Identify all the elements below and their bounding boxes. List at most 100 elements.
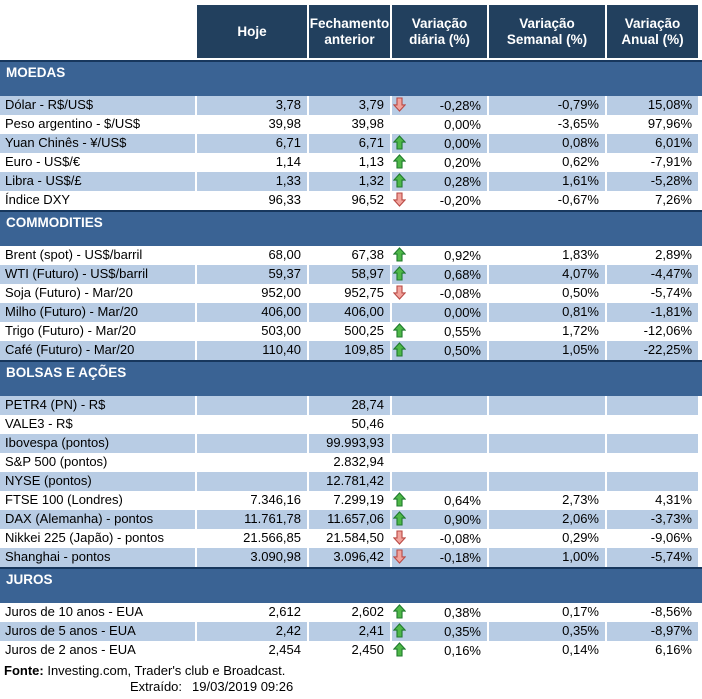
var-semanal-value: 0,17% <box>487 603 605 622</box>
table-row: Juros de 2 anos - EUA 2,454 2,450 0,16% 0,14… <box>0 641 698 660</box>
row-label: Peso argentino - $/US$ <box>5 116 141 131</box>
section-band: COMMODITIES <box>0 210 702 246</box>
var-semanal-value: 1,00% <box>487 548 605 567</box>
fechamento-value: 28,74 <box>307 396 390 415</box>
var-anual-value: -5,28% <box>605 172 698 191</box>
section-band: BOLSAS E AÇÕES <box>0 360 702 396</box>
var-diaria-value: 0,55% <box>444 323 481 339</box>
up-arrow-icon <box>393 604 406 619</box>
table-row: Libra - US$/£ 1,33 1,32 0,28% 1,61% -5,28% <box>0 172 698 191</box>
var-semanal-value <box>487 472 605 491</box>
var-diaria-cell: 0,35% <box>390 622 487 641</box>
table-row: VALE3 - R$ 50,46 <box>0 415 698 434</box>
var-diaria-cell: 0,00% <box>390 303 487 322</box>
var-anual-value: -8,97% <box>605 622 698 641</box>
table-row: Nikkei 225 (Japão) - pontos 21.566,85 21.5… <box>0 529 698 548</box>
row-label: Juros de 2 anos - EUA <box>5 642 136 657</box>
up-arrow-icon <box>393 135 406 150</box>
var-diaria-value: 0,16% <box>444 642 481 658</box>
row-label: FTSE 100 (Londres) <box>5 492 123 507</box>
row-label: Ibovespa (pontos) <box>0 434 195 453</box>
var-anual-value: 7,26% <box>605 191 698 210</box>
table-row: S&P 500 (pontos) 2.832,94 <box>0 453 698 472</box>
var-diaria-cell: 0,00% <box>390 115 487 134</box>
hoje-value: 7.346,16 <box>195 491 307 510</box>
var-anual-value: 6,01% <box>605 134 698 153</box>
var-diaria-value: 0,00% <box>444 304 481 320</box>
var-anual-value: 97,96% <box>605 115 698 134</box>
fechamento-value: 1,13 <box>307 153 390 172</box>
var-semanal-value: 0,29% <box>487 529 605 548</box>
var-semanal-value <box>487 396 605 415</box>
extracted-label: Extraído: <box>130 679 183 694</box>
hoje-value: 39,98 <box>195 115 307 134</box>
row-label: Índice DXY <box>5 192 71 207</box>
section-title: JUROS <box>6 572 53 587</box>
row-label: Yuan Chinês - ¥/US$ <box>0 134 195 153</box>
down-arrow-icon <box>393 549 406 564</box>
header-cell-fechamento-anterior: Fechamento anterior <box>307 5 390 58</box>
hoje-value: 2,612 <box>195 603 307 622</box>
var-semanal-value: 0,14% <box>487 641 605 660</box>
var-diaria-cell <box>390 396 487 415</box>
var-semanal-value: -0,67% <box>487 191 605 210</box>
var-diaria-cell: 0,50% <box>390 341 487 360</box>
fechamento-value: 2,450 <box>307 641 390 660</box>
var-semanal-value: 0,50% <box>487 284 605 303</box>
var-diaria-cell <box>390 434 487 453</box>
var-diaria-value: 0,64% <box>444 492 481 508</box>
table-row: Dólar - R$/US$ 3,78 3,79 -0,28% -0,79% 15,08% <box>0 96 698 115</box>
table-row: Soja (Futuro) - Mar/20 952,00 952,75 -0,08%… <box>0 284 698 303</box>
row-label: Café (Futuro) - Mar/20 <box>0 341 195 360</box>
var-semanal-value: 0,81% <box>487 303 605 322</box>
table-row: Euro - US$/€ 1,14 1,13 0,20% 0,62% -7,91% <box>0 153 698 172</box>
hoje-value: 11.761,78 <box>195 510 307 529</box>
var-semanal-value: 4,07% <box>487 265 605 284</box>
table-row: Peso argentino - $/US$ 39,98 39,98 0,00% -3,… <box>0 115 698 134</box>
footer: Fonte: Investing.com, Trader's club e Br… <box>0 663 702 695</box>
row-label: Trigo (Futuro) - Mar/20 <box>5 323 136 338</box>
source-label: Fonte: <box>4 663 44 678</box>
extracted-timestamp: 19/03/2019 09:26 <box>192 679 294 694</box>
var-diaria-value: -0,20% <box>439 192 481 208</box>
section-title: MOEDAS <box>6 65 66 80</box>
var-diaria-value: -0,18% <box>439 549 481 565</box>
table-row: Café (Futuro) - Mar/20 110,40 109,85 0,50% 1… <box>0 341 698 360</box>
var-anual-value <box>605 396 698 415</box>
fechamento-value: 952,75 <box>307 284 390 303</box>
var-semanal-value: 0,08% <box>487 134 605 153</box>
up-arrow-icon <box>393 247 406 262</box>
var-semanal-value: 1,61% <box>487 172 605 191</box>
var-diaria-value: 0,38% <box>444 604 481 620</box>
table-row: Índice DXY 96,33 96,52 -0,20% -0,67% 7,26% <box>0 191 698 210</box>
fechamento-value: 7.299,19 <box>307 491 390 510</box>
fechamento-value: 21.584,50 <box>307 529 390 548</box>
hoje-value: 6,71 <box>195 134 307 153</box>
var-diaria-cell: -0,08% <box>390 284 487 303</box>
row-label: NYSE (pontos) <box>0 472 195 491</box>
var-diaria-value: -0,08% <box>439 285 481 301</box>
row-label: S&P 500 (pontos) <box>5 454 108 469</box>
hoje-value: 406,00 <box>195 303 307 322</box>
fechamento-value: 6,71 <box>307 134 390 153</box>
table-row: DAX (Alemanha) - pontos 11.761,78 11.657,0… <box>0 510 698 529</box>
var-diaria-value: 0,50% <box>444 342 481 358</box>
var-semanal-value: -0,79% <box>487 96 605 115</box>
hoje-value: 110,40 <box>195 341 307 360</box>
hoje-value: 68,00 <box>195 246 307 265</box>
var-diaria-value: 0,00% <box>444 135 481 151</box>
hoje-value: 3.090,98 <box>195 548 307 567</box>
source-text: Investing.com, Trader's club e Broadcast… <box>43 663 286 678</box>
table-row: Brent (spot) - US$/barril 68,00 67,38 0,92%… <box>0 246 698 265</box>
fechamento-value: 39,98 <box>307 115 390 134</box>
table-row: FTSE 100 (Londres) 7.346,16 7.299,19 0,64% 2… <box>0 491 698 510</box>
var-diaria-cell: -0,20% <box>390 191 487 210</box>
var-anual-value: -3,73% <box>605 510 698 529</box>
down-arrow-icon <box>393 192 406 207</box>
var-anual-value <box>605 472 698 491</box>
row-label: Dólar - R$/US$ <box>0 96 195 115</box>
hoje-value: 2,454 <box>195 641 307 660</box>
hoje-value: 2,42 <box>195 622 307 641</box>
fechamento-value: 11.657,06 <box>307 510 390 529</box>
var-semanal-value <box>487 453 605 472</box>
